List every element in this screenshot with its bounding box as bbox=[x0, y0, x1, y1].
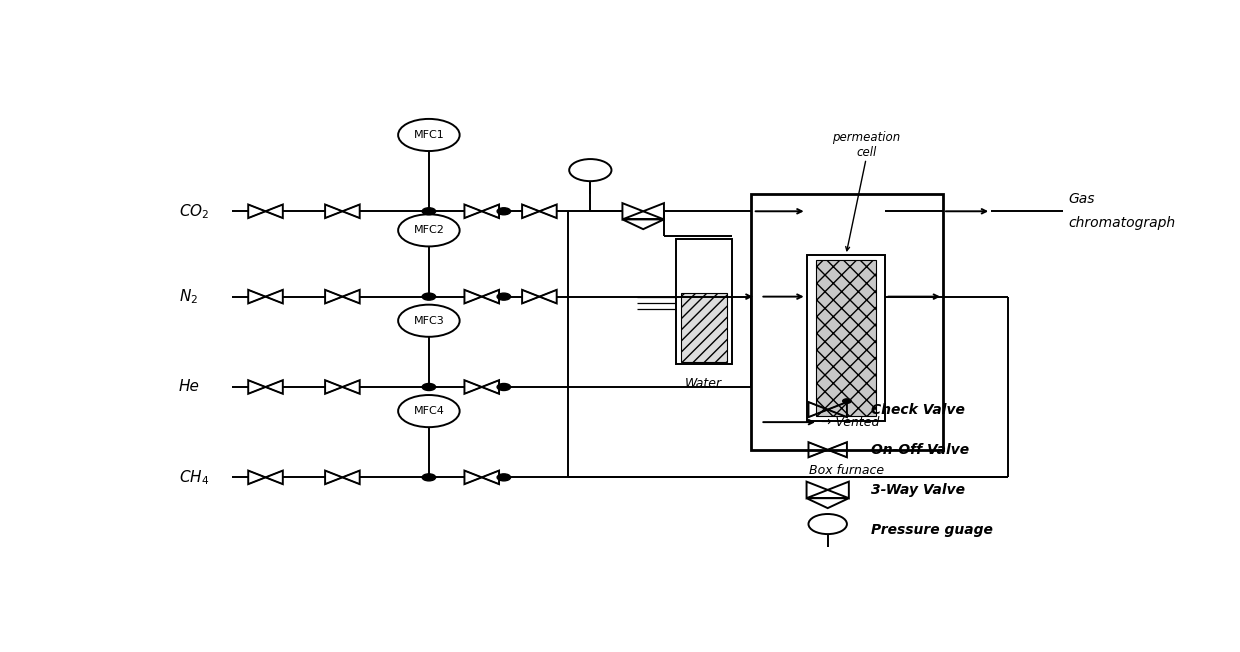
Circle shape bbox=[422, 208, 435, 215]
Text: Box furnace: Box furnace bbox=[810, 464, 884, 477]
Text: $N_2$: $N_2$ bbox=[179, 288, 198, 306]
Bar bbox=[816, 260, 875, 415]
Text: Gas: Gas bbox=[1068, 192, 1095, 206]
Bar bbox=[751, 194, 944, 450]
Text: MFC4: MFC4 bbox=[413, 406, 444, 416]
Circle shape bbox=[422, 293, 435, 300]
Text: $CO_2$: $CO_2$ bbox=[179, 202, 210, 220]
Text: He: He bbox=[179, 379, 200, 394]
Bar bbox=[681, 293, 727, 362]
Circle shape bbox=[843, 399, 851, 403]
Text: $CH_4$: $CH_4$ bbox=[179, 468, 210, 486]
Text: Pressure guage: Pressure guage bbox=[870, 523, 993, 537]
Text: permeation
cell: permeation cell bbox=[832, 130, 900, 158]
Circle shape bbox=[422, 383, 435, 391]
Circle shape bbox=[497, 293, 511, 300]
Text: chromatograph: chromatograph bbox=[1068, 216, 1176, 230]
Circle shape bbox=[497, 474, 511, 481]
Text: 3-Way Valve: 3-Way Valve bbox=[870, 483, 965, 497]
Text: MFC1: MFC1 bbox=[413, 130, 444, 140]
Circle shape bbox=[497, 208, 511, 215]
Text: MFC3: MFC3 bbox=[413, 316, 444, 326]
Text: Check Valve: Check Valve bbox=[870, 402, 965, 417]
Text: Water: Water bbox=[686, 377, 722, 390]
Bar bbox=[676, 239, 732, 364]
Circle shape bbox=[422, 474, 435, 481]
Text: On-Off Valve: On-Off Valve bbox=[870, 443, 970, 457]
Bar bbox=[806, 255, 885, 421]
Text: MFC2: MFC2 bbox=[413, 226, 444, 235]
Circle shape bbox=[497, 383, 511, 391]
Text: → Vented: → Vented bbox=[821, 415, 879, 428]
